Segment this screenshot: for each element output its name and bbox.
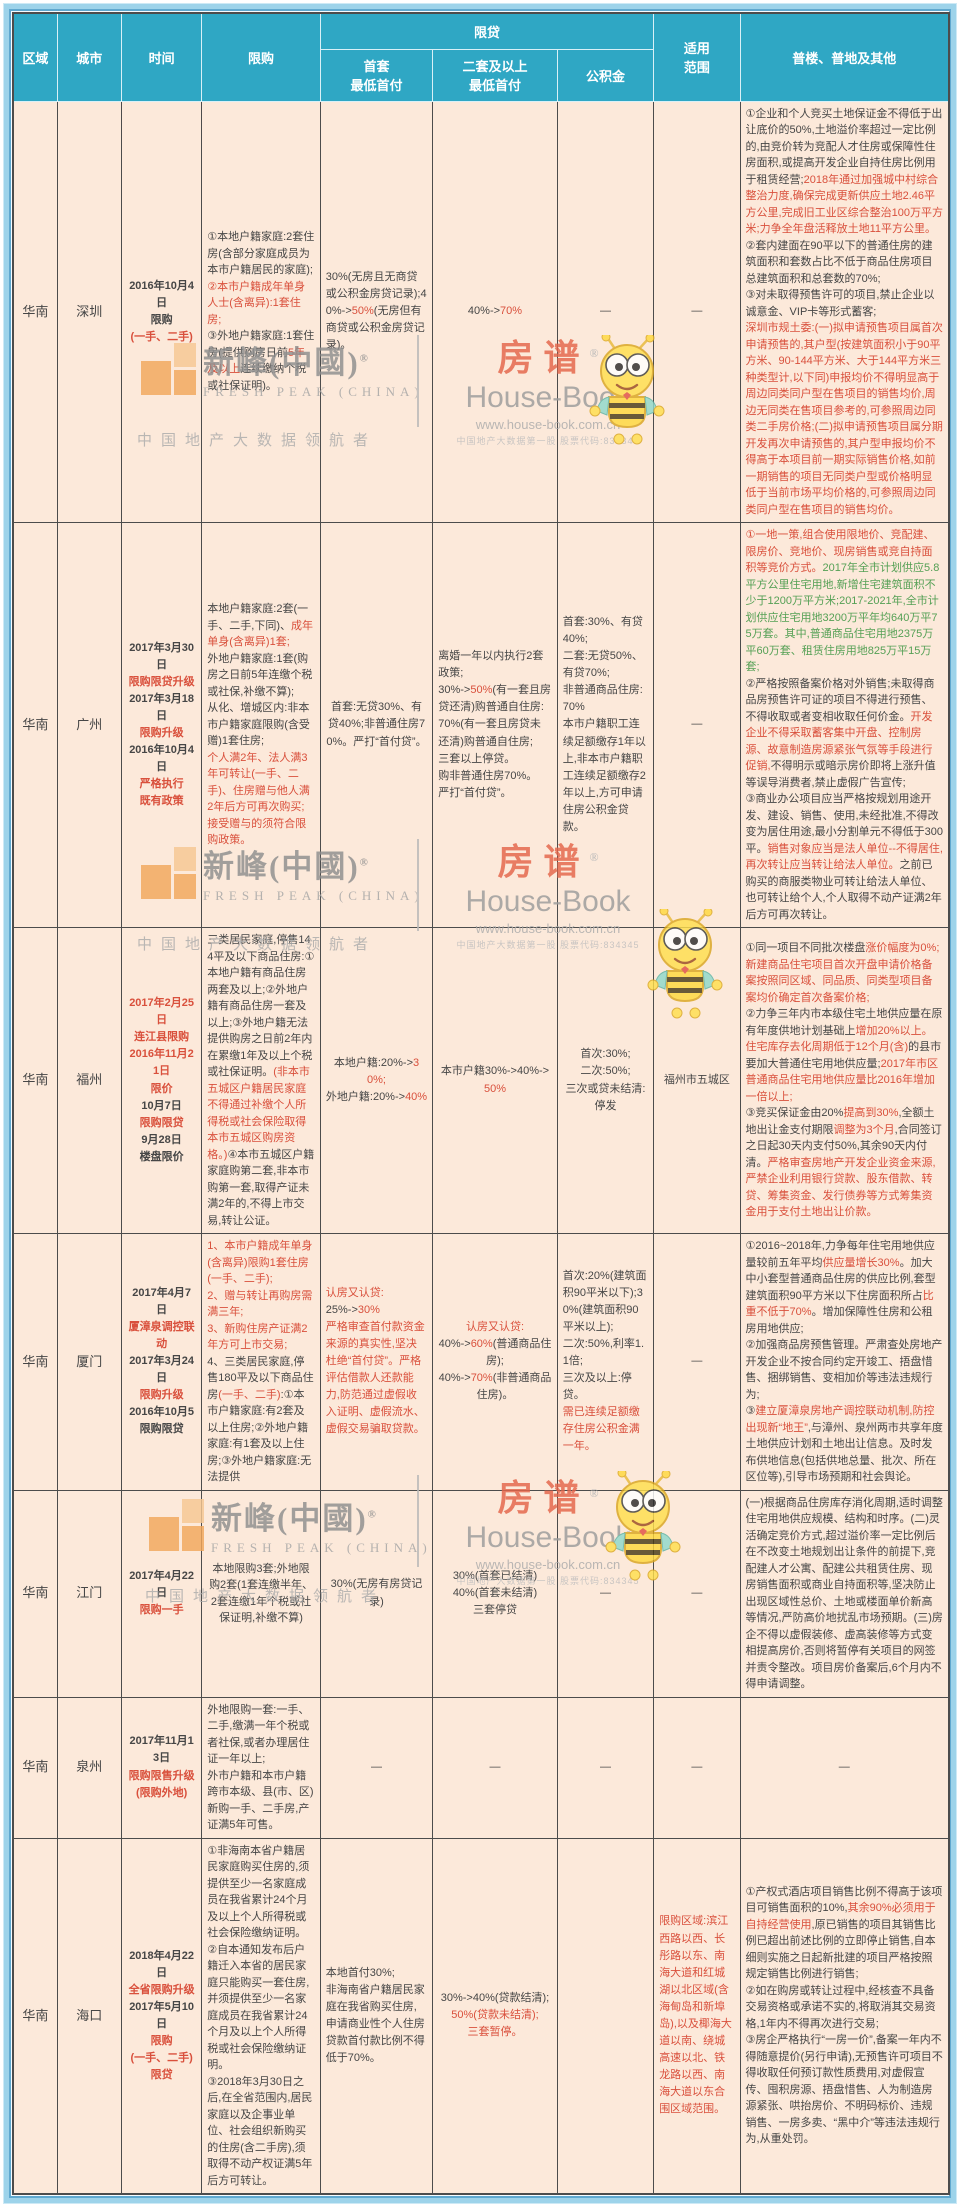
header-time: 时间	[120, 12, 203, 102]
cell-ertao: —	[432, 1696, 558, 1839]
cell-gjj: —	[556, 1696, 655, 1839]
header-other: 普楼、普地及其他	[739, 12, 950, 102]
cell-other: —	[739, 1696, 950, 1839]
cell-gjj: 首套:30%、有贷40%; 二套:无贷50%、有贷70%; 非普通商品住房:70…	[556, 522, 655, 928]
header-purchase-limit: 限购	[201, 12, 321, 102]
table-row: 华南 福州 2017年2月25日 连江县限购 2016年11月21日 限价 10月7…	[12, 927, 950, 1234]
cell-region: 华南	[12, 1696, 58, 1839]
cell-gjj: 首次:20%(建筑面积90平米以下);30%(建筑面积90平米以上); 二次:5…	[556, 1233, 655, 1491]
table-row: 华南 广州 2017年3月30日 限购限贷升级 2017年3月18日 限购升级 20…	[12, 522, 950, 928]
policy-table: 区域 城市 时间 限购 限贷 适用 范围 普楼、普地及其他 首套 最低首付 二套…	[12, 12, 950, 2195]
cell-gjj: 首次:30%; 二次:50%; 三次或贷未结清:停发	[556, 927, 655, 1234]
cell-other: ①同一项目不同批次楼盘涨价幅度为0%;新建商品住宅项目首次开盘申请价格备案按照同…	[739, 927, 950, 1234]
cell-ertao: 30%->40%(贷款结清); 50%(贷款未结清); 三套暂停。	[432, 1837, 558, 2195]
cell-ertao: 本市户籍30%->40%->50%	[432, 927, 558, 1234]
table-frame: 区域 城市 时间 限购 限贷 适用 范围 普楼、普地及其他 首套 最低首付 二套…	[4, 4, 956, 2203]
cell-region: 华南	[12, 1233, 58, 1491]
cell-gou: 1、本市户籍成年单身(含离异)限购1套住房(一手、二手); 2、赠与转让再购房需…	[201, 1233, 321, 1491]
cell-region: 华南	[12, 100, 58, 523]
table-header: 区域 城市 时间 限购 限贷 适用 范围 普楼、普地及其他 首套 最低首付 二套…	[12, 12, 950, 102]
cell-time: 2018年4月22日 全省限购升级 2017年5月10日 限购 (一手、二手) …	[120, 1837, 203, 2195]
table-row: 华南 深圳 2016年10月4日 限购 (一手、二手) ①本地户籍家庭:2套住房(含部…	[12, 100, 950, 523]
cell-gou: 本地限购3套;外地限购2套(1套连缴半年、2套连缴1年个税或社保证明,补缴不算)	[201, 1489, 321, 1698]
header-scope: 适用 范围	[653, 12, 741, 102]
cell-scope: —	[653, 1696, 741, 1839]
cell-scope: 限购区域:滨江西路以西、长彤路以东、南海大道和红城湖以北区域(含海甸岛和新埠岛)…	[653, 1837, 741, 2195]
cell-scope: —	[653, 522, 741, 928]
cell-gjj: —	[556, 100, 655, 523]
header-region: 区域	[12, 12, 58, 102]
policy-table-page: 区域 城市 时间 限购 限贷 适用 范围 普楼、普地及其他 首套 最低首付 二套…	[0, 4, 960, 2203]
cell-region: 华南	[12, 1837, 58, 2195]
cell-gjj	[556, 1837, 655, 2195]
cell-scope: —	[653, 100, 741, 523]
table-row: 华南 海口 2018年4月22日 全省限购升级 2017年5月10日 限购 (一手、…	[12, 1837, 950, 2195]
cell-time: 2017年2月25日 连江县限购 2016年11月21日 限价 10月7日 限购…	[120, 927, 203, 1234]
cell-shoutao: 认房又认贷: 25%->30% 严格审查首付款资金来源的真实性,坚决杜绝“首付贷…	[319, 1233, 434, 1491]
cell-other: (一)根据商品住房库存消化周期,适时调整住宅用地供应规模、结构和时序。(二)灵活…	[739, 1489, 950, 1698]
cell-gou: 三类居民家庭,停售144平及以下商品住房:①本地户籍有商品住房两套及以上;②外地…	[201, 927, 321, 1234]
table-row: 华南 泉州 2017年11月13日 限购限售升级 (限购外地) 外地限购一套:一手、二…	[12, 1696, 950, 1839]
cell-ertao: 30%(首套已结清) 40%(首套未结清) 三套停贷	[432, 1489, 558, 1698]
cell-shoutao: 30%(无房有房贷记录)	[319, 1489, 434, 1698]
cell-time: 2016年10月4日 限购 (一手、二手)	[120, 100, 203, 523]
table-body: 华南 深圳 2016年10月4日 限购 (一手、二手) ①本地户籍家庭:2套住房(含部…	[12, 100, 950, 2195]
cell-city: 厦门	[56, 1233, 122, 1491]
table-row: 华南 江门 2017年4月22日 限购一手 本地限购3套;外地限购2套(1套连缴半年、…	[12, 1489, 950, 1698]
cell-shoutao: 首套:无贷30%、有贷40%;非普通住房70%。严打“首付贷”。	[319, 522, 434, 928]
cell-gou: ①非海南本省户籍居民家庭购买住房的,须提供至少一名家庭成员在我省累计24个月及以…	[201, 1837, 321, 2195]
table-row: 华南 厦门 2017年4月7日 厦漳泉调控联动 2017年3月24日 限购升级 20…	[12, 1233, 950, 1491]
cell-ertao: 40%->70%	[432, 100, 558, 523]
cell-city: 福州	[56, 927, 122, 1234]
cell-other: ①产权式酒店项目销售比例不得高于该项目可销售面积的10%,其余90%必须用于自持…	[739, 1837, 950, 2195]
cell-other: ①2016~2018年,力争每年住宅用地供应量较前五年平均供应量增长30%。加大…	[739, 1233, 950, 1491]
cell-scope: —	[653, 1489, 741, 1698]
header-provident-fund: 公积金	[556, 48, 655, 102]
cell-city: 江门	[56, 1489, 122, 1698]
cell-gou: ①本地户籍家庭:2套住房(含部分家庭成员为本市户籍居民的家庭); ②本市户籍成年…	[201, 100, 321, 523]
cell-gou: 外地限购一套:一手、二手,缴满一年个税或者社保,或者办理居住证一年以上; 外市户…	[201, 1696, 321, 1839]
cell-city: 泉州	[56, 1696, 122, 1839]
cell-city: 广州	[56, 522, 122, 928]
cell-city: 海口	[56, 1837, 122, 2195]
cell-scope: 福州市五城区	[653, 927, 741, 1234]
header-second-downpayment: 二套及以上 最低首付	[432, 48, 558, 102]
cell-other: ①企业和个人竞买土地保证金不得低于出让底价的50%,土地溢价率超过一定比例的,由…	[739, 100, 950, 523]
cell-other: ①一地一策,组合使用限地价、竞配建、限房价、竞地价、现房销售或竞自持面积等竞价方…	[739, 522, 950, 928]
cell-shoutao: 本地户籍:20%->30%; 外地户籍:20%->40%	[319, 927, 434, 1234]
header-loan-limit-group: 限贷	[319, 12, 655, 50]
cell-time: 2017年4月7日 厦漳泉调控联动 2017年3月24日 限购升级 2016年1…	[120, 1233, 203, 1491]
cell-time: 2017年3月30日 限购限贷升级 2017年3月18日 限购升级 2016年1…	[120, 522, 203, 928]
cell-gou: 本地户籍家庭:2套(一手、二手,下同)、成年单身(含离异)1套; 外地户籍家庭:…	[201, 522, 321, 928]
cell-shoutao: 本地首付30%; 非海南省户籍居民家庭在我省购买住房,申请商业性个人住房贷款首付…	[319, 1837, 434, 2195]
header-first-downpayment: 首套 最低首付	[319, 48, 434, 102]
cell-time: 2017年11月13日 限购限售升级 (限购外地)	[120, 1696, 203, 1839]
cell-city: 深圳	[56, 100, 122, 523]
cell-region: 华南	[12, 927, 58, 1234]
cell-shoutao: 30%(无房且无商贷或公积金房贷记录);40%->50%(无房但有商贷或公积金房…	[319, 100, 434, 523]
cell-region: 华南	[12, 1489, 58, 1698]
cell-scope: —	[653, 1233, 741, 1491]
header-city: 城市	[56, 12, 122, 102]
cell-ertao: 认房又认贷: 40%->60%(普通商品住房); 40%->70%(非普通商品住…	[432, 1233, 558, 1491]
cell-shoutao: —	[319, 1696, 434, 1839]
cell-ertao: 离婚一年以内执行2套政策; 30%->50%(有一套且房贷还清)购普通自住房: …	[432, 522, 558, 928]
cell-region: 华南	[12, 522, 58, 928]
cell-time: 2017年4月22日 限购一手	[120, 1489, 203, 1698]
cell-gjj: —	[556, 1489, 655, 1698]
